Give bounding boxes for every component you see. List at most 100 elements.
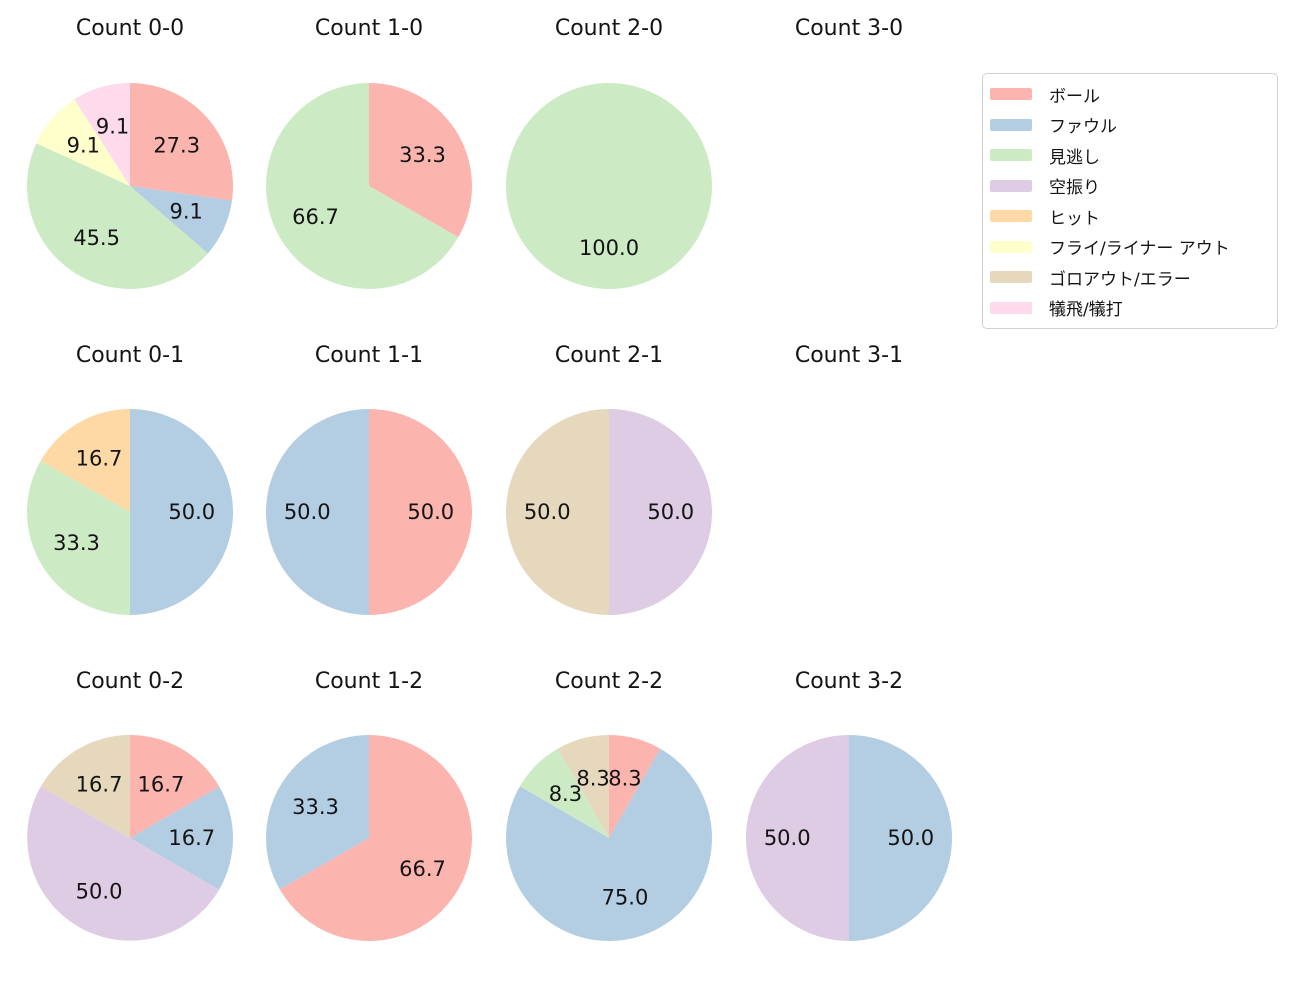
slice-percentage-label: 50.0 [407, 500, 454, 524]
pie-title: Count 1-2 [314, 669, 424, 694]
slice-percentage-label: 50.0 [168, 500, 215, 524]
slice-percentage-label: 75.0 [602, 886, 649, 910]
legend-item-label: 空振り [1049, 178, 1100, 199]
slice-percentage-label: 50.0 [76, 880, 123, 904]
pie-slice [130, 83, 233, 201]
slice-percentage-label: 50.0 [284, 500, 331, 524]
slice-percentage-label: 16.7 [76, 773, 123, 797]
pie-slice [36, 99, 131, 186]
legend-item: ゴロアウト/エラー [983, 262, 1277, 293]
legend-item: ボール [983, 79, 1277, 110]
pie-title: Count 0-0 [75, 16, 185, 41]
pie-title: Count 1-1 [314, 343, 424, 368]
slice-percentage-label: 27.3 [153, 134, 200, 158]
legend-swatch-icon [990, 301, 1032, 314]
pie-slice [519, 748, 609, 838]
slice-percentage-label: 100.0 [579, 236, 639, 260]
legend-item: フライ/ライナー アウト [983, 232, 1277, 263]
legend-item: 見逃し [983, 140, 1277, 171]
pie-chart: 100.0 [506, 83, 712, 289]
legend-item-label: 見逃し [1049, 147, 1100, 168]
pie-slice [27, 786, 220, 941]
pie-slice [130, 409, 233, 615]
pie-slice [27, 143, 208, 289]
legend-item: 犠飛/犠打 [983, 293, 1277, 324]
slice-percentage-label: 8.3 [549, 782, 582, 806]
slice-percentage-label: 50.0 [647, 500, 694, 524]
pie-title: Count 0-1 [75, 343, 185, 368]
pie-chart: 66.7 33.3 [266, 735, 473, 941]
slice-percentage-label: 33.3 [53, 531, 100, 555]
pie-slice [74, 83, 130, 186]
slice-percentage-label: 33.3 [292, 795, 339, 819]
pie-chart: 50.0 50.0 [266, 409, 472, 615]
pie-title: Count 3-1 [794, 343, 904, 368]
slice-percentage-label: 16.7 [168, 826, 215, 850]
pie-slice [279, 735, 473, 941]
pie-slice [40, 409, 130, 512]
pie-slice [266, 735, 369, 890]
pie-slice [609, 735, 661, 838]
pie-title: Count 1-0 [314, 16, 424, 41]
pie-title: Count 3-2 [794, 669, 904, 694]
pie-slice [369, 83, 472, 238]
pie-title: Count 2-2 [554, 669, 664, 694]
pie-slice [746, 735, 849, 941]
slice-percentage-label: 50.0 [524, 500, 571, 524]
legend-swatch-icon [990, 118, 1032, 131]
pie-chart: 50.0 50.0 [746, 735, 952, 941]
legend-swatch-icon [990, 88, 1032, 101]
pie-title: Count 2-1 [554, 343, 664, 368]
pie-slice [265, 83, 459, 289]
legend-item: ファウル [983, 110, 1277, 141]
pie-slice [266, 409, 369, 615]
pie-slice [40, 735, 130, 838]
pie-slice [27, 460, 130, 615]
pie-slice [557, 735, 609, 838]
pie-title: Count 0-2 [75, 669, 185, 694]
pie-title: Count 2-0 [554, 16, 664, 41]
pie-slice [506, 83, 712, 289]
pie-slice [369, 409, 472, 615]
pie-slice [609, 409, 712, 615]
pie-chart: 50.0 50.0 [506, 409, 712, 615]
pie-slice [130, 735, 220, 838]
slice-percentage-label: 8.3 [576, 766, 609, 790]
legend-swatch-icon [990, 240, 1032, 253]
pie-slice [130, 186, 232, 254]
slice-percentage-label: 9.1 [67, 134, 100, 158]
pie-title: Count 3-0 [794, 16, 904, 41]
pie-chart: 27.39.145.59.19.1 [27, 83, 233, 289]
slice-percentage-label: 50.0 [764, 826, 811, 850]
slice-percentage-label: 33.3 [399, 143, 446, 167]
slice-percentage-label: 66.7 [399, 857, 446, 881]
pie-slice [130, 786, 233, 890]
legend: ボールファウル見逃し空振り ヒットフライ/ライナー アウト ゴロアウト/エラー 犠飛/… [982, 73, 1278, 329]
legend-item: 空振り [983, 171, 1277, 202]
slice-percentage-label: 9.1 [170, 200, 203, 224]
pie-slice [505, 748, 712, 942]
legend-item-label: ゴロアウト/エラー [1049, 269, 1191, 290]
legend-item-label: フライ/ライナー アウト [1049, 239, 1230, 260]
pie-chart: 16.7 16.7 50.0 16.7 [27, 735, 233, 941]
pie-slice [506, 409, 609, 615]
legend-item: ヒット [983, 201, 1277, 232]
legend-swatch-icon [990, 210, 1032, 223]
pie-slice [849, 735, 952, 941]
legend-swatch-icon [990, 179, 1032, 192]
legend-item-label: ファウル [1049, 117, 1117, 138]
pie-chart: 33.3 66.7 [265, 83, 472, 289]
legend-item-label: ボール [1049, 86, 1100, 107]
pie-chart: 50.0 33.3 16.7 [27, 409, 233, 615]
pie-chart: 8.375.08.38.3 [505, 735, 712, 942]
slice-percentage-label: 66.7 [292, 205, 339, 229]
slice-percentage-label: 45.5 [73, 226, 120, 250]
legend-swatch-icon [990, 271, 1032, 284]
slice-percentage-label: 16.7 [138, 773, 185, 797]
slice-percentage-label: 16.7 [76, 447, 123, 471]
slice-percentage-label: 8.3 [608, 766, 641, 790]
slice-percentage-label: 9.1 [96, 115, 129, 139]
legend-swatch-icon [990, 149, 1032, 162]
legend-item-label: 犠飛/犠打 [1049, 300, 1123, 321]
